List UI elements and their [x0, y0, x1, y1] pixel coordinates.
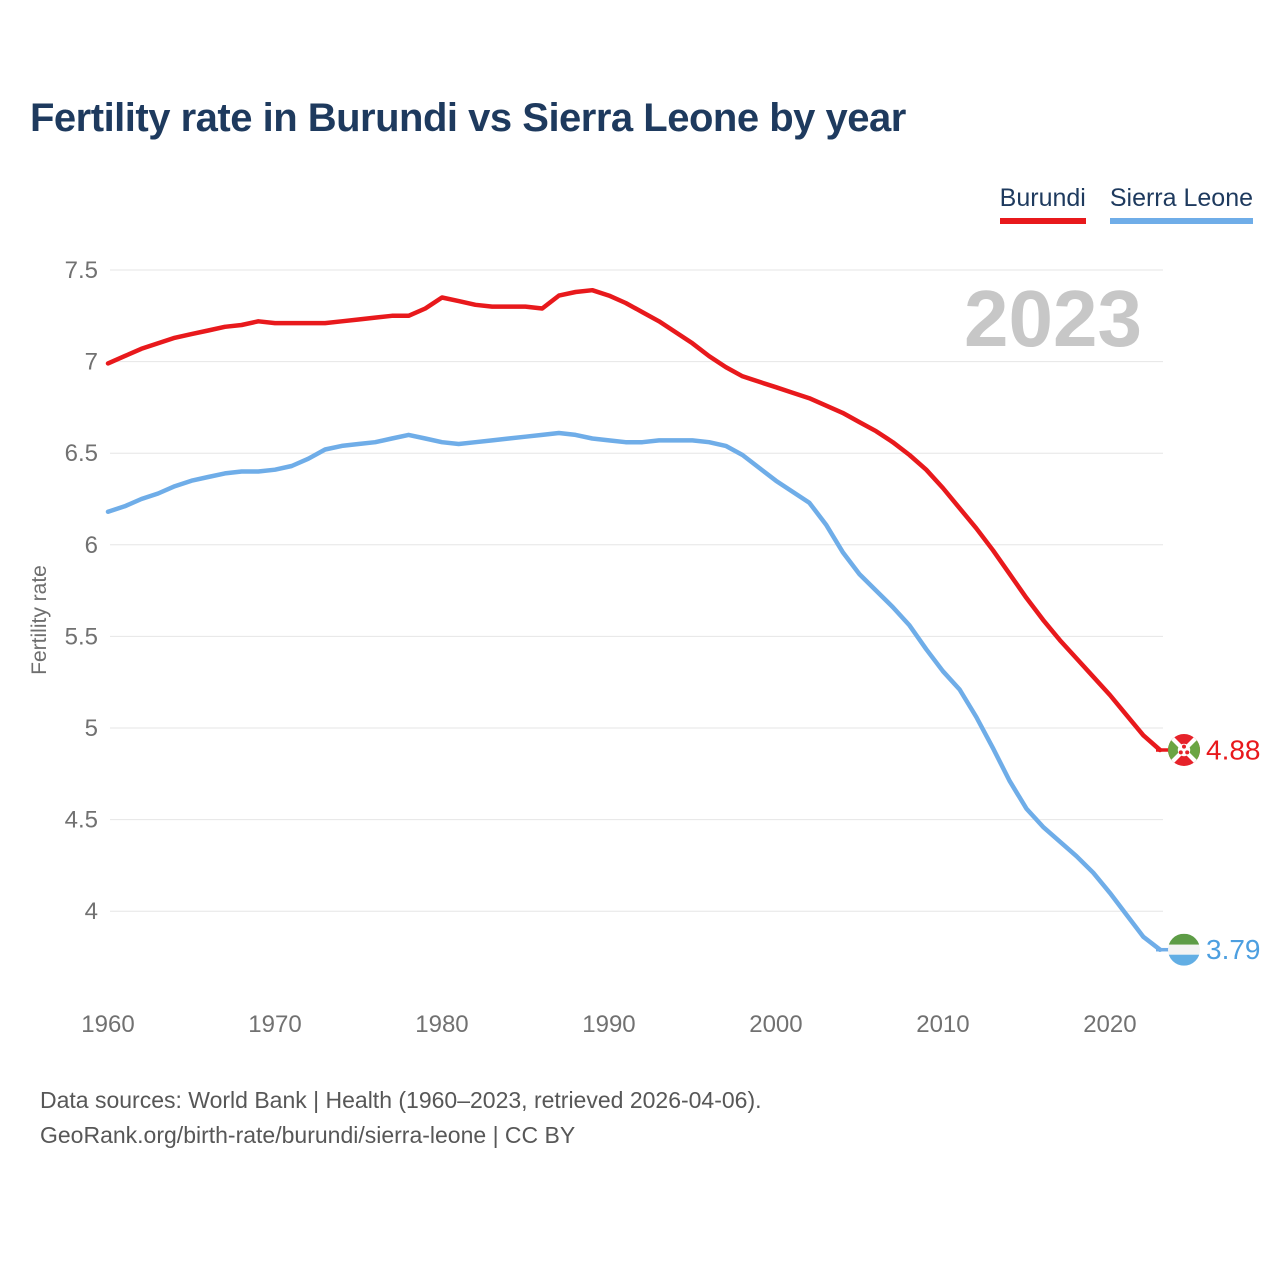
y-tick-label: 5.5 — [65, 623, 98, 650]
x-tick-label: 1970 — [248, 1011, 301, 1038]
legend: Burundi Sierra Leone — [999, 184, 1253, 224]
x-tick-label: 2010 — [916, 1011, 969, 1038]
y-axis-title: Fertility rate — [28, 565, 51, 675]
y-tick-label: 6 — [85, 532, 98, 559]
y-tick-label: 5 — [85, 715, 98, 742]
x-tick-label: 1980 — [415, 1011, 468, 1038]
legend-item-sierra-leone[interactable]: Sierra Leone — [1109, 184, 1253, 224]
line-sierra-leone — [105, 430, 1163, 952]
attribution-line: GeoRank.org/birth-rate/burundi/sierra-le… — [40, 1122, 576, 1148]
legend-item-burundi[interactable]: Burundi — [999, 184, 1086, 224]
data-source-line: Data sources: World Bank | Health (1960–… — [40, 1087, 762, 1113]
line-burundi — [105, 287, 1163, 753]
burundi-end-value: 4.88 — [1206, 735, 1261, 766]
x-tick-label: 2020 — [1083, 1011, 1136, 1038]
x-tick-label: 2000 — [749, 1011, 802, 1038]
sierra-leone-flag-icon — [1156, 933, 1200, 966]
watermark-year: 2023 — [964, 274, 1142, 363]
sierra-leone-end-value: 3.79 — [1206, 934, 1261, 965]
page-title: Fertility rate in Burundi vs Sierra Leon… — [30, 96, 906, 140]
burundi-flag-icon — [1156, 734, 1200, 766]
x-tick-label: 1990 — [582, 1011, 635, 1038]
footer: Data sources: World Bank | Health (1960–… — [40, 1083, 762, 1153]
y-tick-label: 7.5 — [65, 257, 98, 284]
y-tick-label: 7 — [85, 349, 98, 376]
y-tick-label: 4.5 — [65, 807, 98, 834]
y-tick-label: 4 — [85, 898, 98, 925]
x-tick-label: 1960 — [81, 1011, 134, 1038]
y-tick-label: 6.5 — [65, 440, 98, 467]
